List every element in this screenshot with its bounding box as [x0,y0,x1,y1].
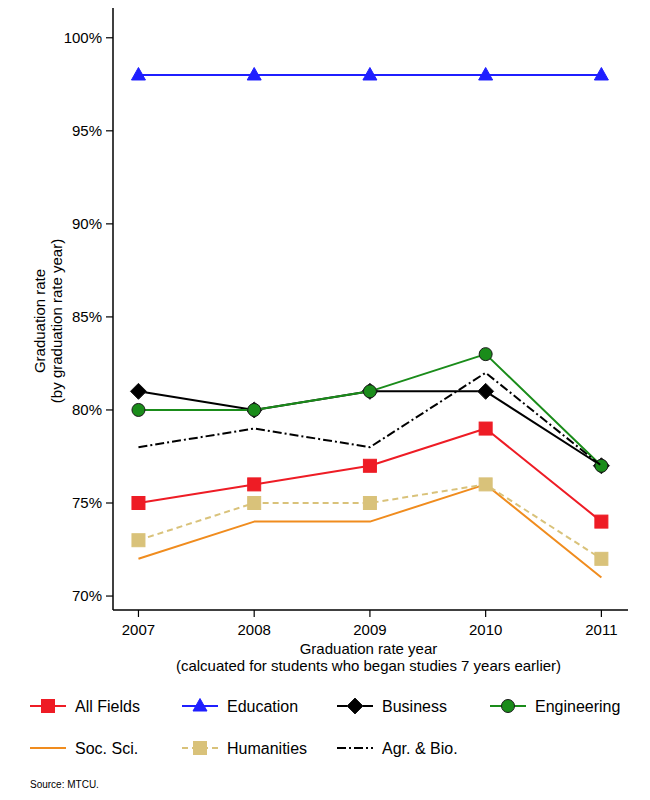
y-tick [106,409,113,410]
source-note: Source: MTCU. [30,779,99,790]
series [130,383,609,473]
series-marker [132,496,145,509]
series-line [138,354,601,466]
series-line [138,391,601,465]
series-marker [131,67,145,80]
legend-item: Engineering [490,698,620,715]
series-marker [130,383,146,399]
x-tick [601,610,602,617]
legend-label: Agr. & Bio. [382,740,458,757]
axes: 70% 75% 80% 85% 90% 95% 100% 2007 2008 2009 2010 20… [31,8,628,674]
legend-item: Business [337,698,447,715]
legend-item: Education [182,698,298,715]
legend-line [337,747,373,749]
y-tick-label: 90% [72,215,102,232]
series-marker [594,67,608,80]
series-marker [363,385,376,398]
x-axis-label: (calcuated for students who began studie… [176,657,561,674]
series-line [138,484,601,577]
legend-item: Soc. Sci. [30,740,138,757]
legend-marker [502,700,515,713]
y-axis-label: Graduation rate [31,269,48,373]
y-tick-label: 75% [72,494,102,511]
series-marker [363,459,376,472]
legend-label: Business [382,698,447,715]
legend-marker [42,700,55,713]
legend-label: Engineering [535,698,620,715]
y-axis-line [112,8,114,610]
series-marker [363,67,377,80]
x-tick-label: 2008 [238,621,271,638]
series-marker [248,403,261,416]
y-tick [106,316,113,317]
series-marker [595,552,608,565]
series [132,348,608,473]
series-marker [248,496,261,509]
x-tick-label: 2009 [353,621,386,638]
series-marker [478,383,494,399]
y-tick-label: 100% [64,29,102,46]
legend-item: All Fields [30,698,140,715]
legend-item: Humanities [182,740,307,757]
y-tick-label: 80% [72,401,102,418]
y-tick [106,223,113,224]
series-line [138,429,601,522]
series-marker [246,402,262,418]
legend-label: Soc. Sci. [75,740,138,757]
y-tick [106,37,113,38]
x-tick-label: 2011 [585,621,617,638]
x-tick-label: 2007 [122,621,155,638]
legend-marker [193,699,207,712]
y-tick-label: 85% [72,308,102,325]
legend-line [30,747,66,749]
x-tick [369,610,370,617]
plot-area [130,67,609,577]
series-marker [132,534,145,547]
series-line [138,373,601,466]
x-axis-label: Graduation rate year [300,640,438,657]
series-marker [595,515,608,528]
series-marker [362,383,378,399]
series-line [138,484,601,558]
legend-label: All Fields [75,698,140,715]
x-tick [485,610,486,617]
y-tick-label: 95% [72,122,102,139]
x-tick [254,610,255,617]
legend-label: Humanities [227,740,307,757]
series [132,478,608,565]
series-marker [479,478,492,491]
series [138,484,601,577]
series-marker [363,496,376,509]
series [132,422,608,528]
y-tick [106,130,113,131]
legend-marker [194,742,207,755]
x-tick [138,610,139,617]
y-tick [106,595,113,596]
y-axis-label: (by graduation rate year) [48,239,65,403]
y-tick-label: 70% [72,587,102,604]
chart: 70% 75% 80% 85% 90% 95% 100% 2007 2008 2009 2010 20… [0,0,650,800]
legend-label: Education [227,698,298,715]
legend-marker [347,698,363,714]
series [131,67,608,80]
series-marker [479,422,492,435]
series-marker [247,67,261,80]
legend: All Fields Education Business Engineering So… [30,698,620,757]
legend-item: Agr. & Bio. [337,740,458,757]
y-tick [106,502,113,503]
x-tick-label: 2010 [469,621,502,638]
series [138,373,601,466]
series-marker [479,348,492,361]
series-marker [479,67,493,80]
series-marker [248,478,261,491]
series-marker [132,403,145,416]
